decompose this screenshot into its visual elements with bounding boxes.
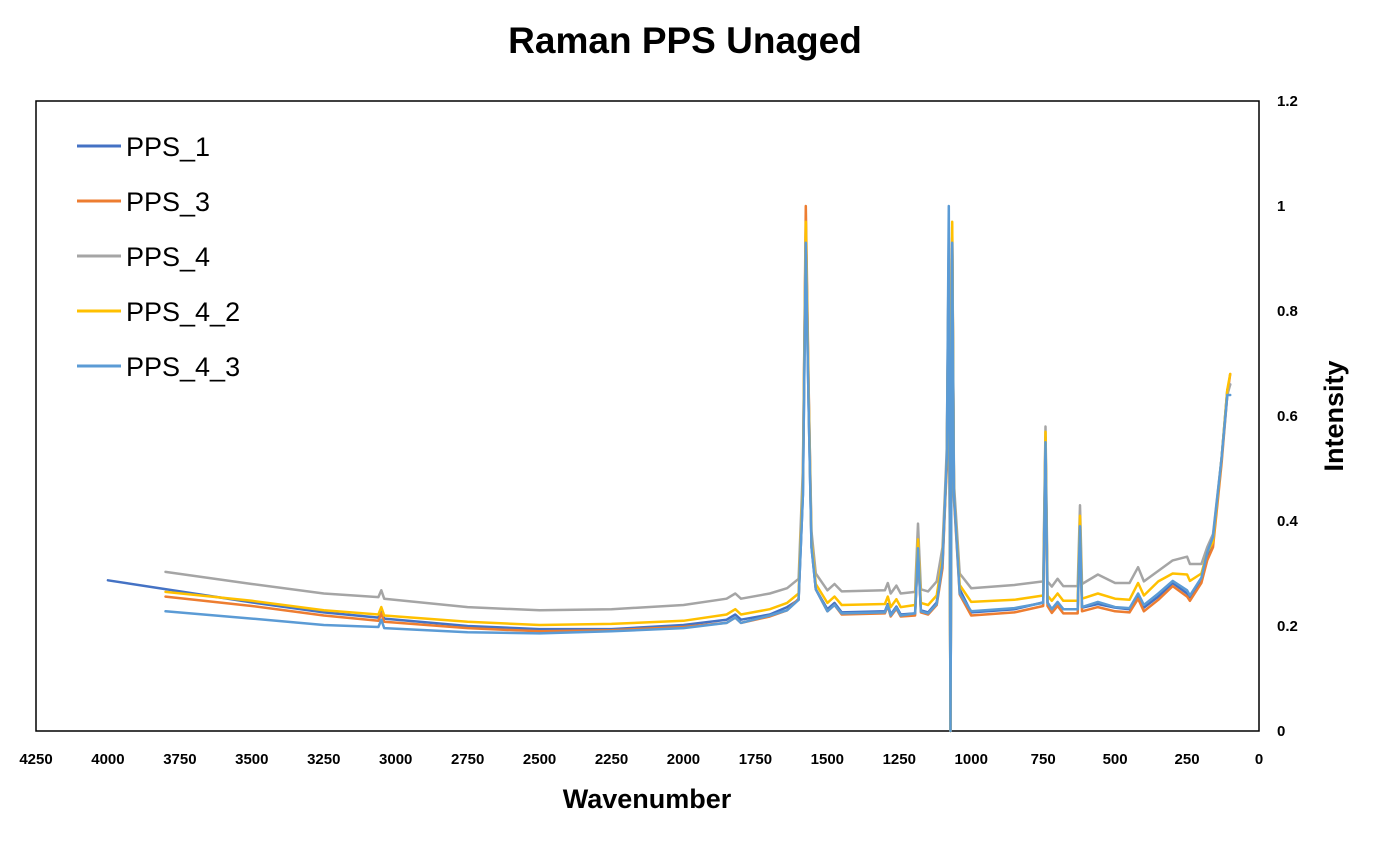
- series-line-pps-1: [106, 236, 1232, 733]
- x-tick-label: 0: [1255, 751, 1263, 768]
- x-tick-label: 750: [1031, 751, 1056, 768]
- y-tick-label: 0.6: [1277, 408, 1298, 425]
- x-axis-ticks: 4250 4000 3750 3500 3250 3000 2750 2500 2250 2000…: [19, 751, 1263, 768]
- y-tick-label: 1.2: [1277, 93, 1298, 110]
- y-tick-label: 0.8: [1277, 303, 1298, 320]
- x-tick-label: 1250: [883, 751, 916, 768]
- y-tick-label: 1: [1277, 198, 1285, 215]
- x-tick-label: 4000: [91, 751, 124, 768]
- legend-label: PPS_4: [126, 242, 210, 272]
- y-tick-label: 0.2: [1277, 618, 1298, 635]
- legend: PPS_1 PPS_3 PPS_4 PPS_4_2 PPS_4_3: [77, 132, 240, 382]
- x-tick-label: 3750: [163, 751, 196, 768]
- legend-label: PPS_3: [126, 187, 210, 217]
- series-line-pps-4-2: [164, 220, 1232, 733]
- x-tick-label: 2500: [523, 751, 556, 768]
- x-tick-label: 3000: [379, 751, 412, 768]
- y-axis-title: Intensity: [1319, 360, 1349, 471]
- legend-label: PPS_4_2: [126, 297, 240, 327]
- x-tick-label: 1500: [811, 751, 844, 768]
- series-line-pps-3: [164, 204, 1232, 733]
- y-tick-label: 0.4: [1277, 513, 1299, 530]
- x-tick-label: 2000: [667, 751, 700, 768]
- series-line-pps-4-3: [164, 204, 1232, 733]
- y-tick-label: 0: [1277, 723, 1285, 740]
- x-tick-label: 3500: [235, 751, 268, 768]
- series-line-pps-4: [164, 225, 1232, 733]
- legend-label: PPS_4_3: [126, 352, 240, 382]
- chart-title: Raman PPS Unaged: [508, 20, 862, 61]
- x-tick-label: 1750: [739, 751, 772, 768]
- x-axis-title: Wavenumber: [563, 784, 732, 814]
- x-tick-label: 2750: [451, 751, 484, 768]
- legend-label: PPS_1: [126, 132, 210, 162]
- x-tick-label: 250: [1175, 751, 1200, 768]
- x-tick-label: 3250: [307, 751, 340, 768]
- x-tick-label: 2250: [595, 751, 628, 768]
- series-layer: [106, 204, 1232, 733]
- plot-area-border: [35, 100, 1260, 732]
- x-tick-label: 500: [1103, 751, 1128, 768]
- y-axis-ticks: 1.2 1 0.8 0.6 0.4 0.2 0: [1277, 93, 1299, 740]
- x-tick-label: 4250: [19, 751, 52, 768]
- x-tick-label: 1000: [955, 751, 988, 768]
